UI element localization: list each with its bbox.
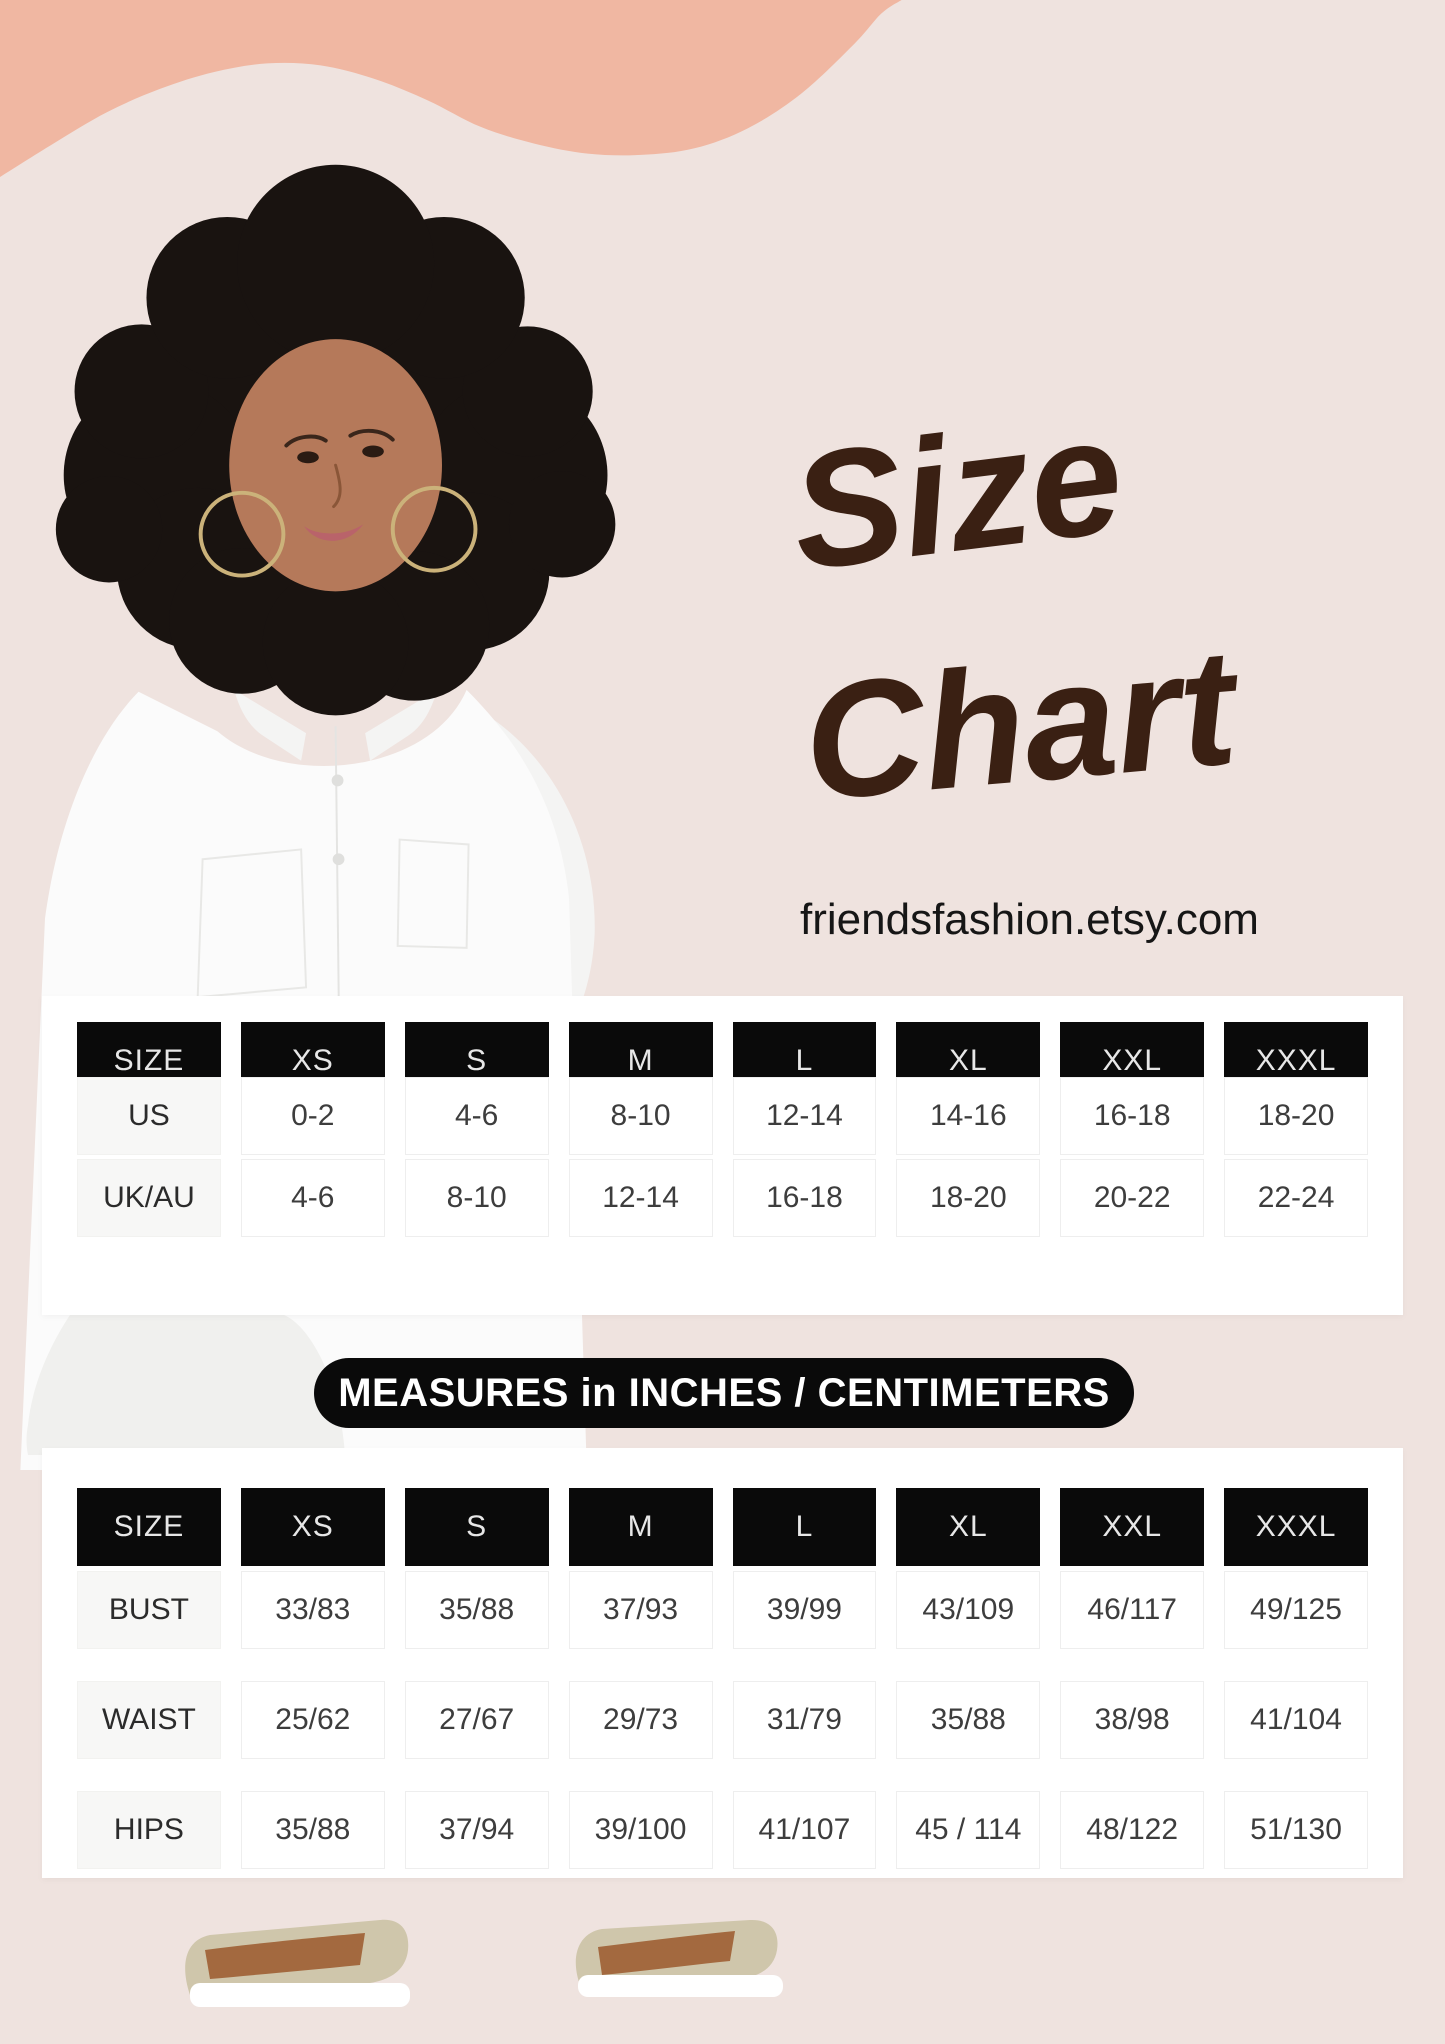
svg-text:Size: Size [790,382,1132,605]
svg-text:Chart: Chart [797,613,1248,834]
